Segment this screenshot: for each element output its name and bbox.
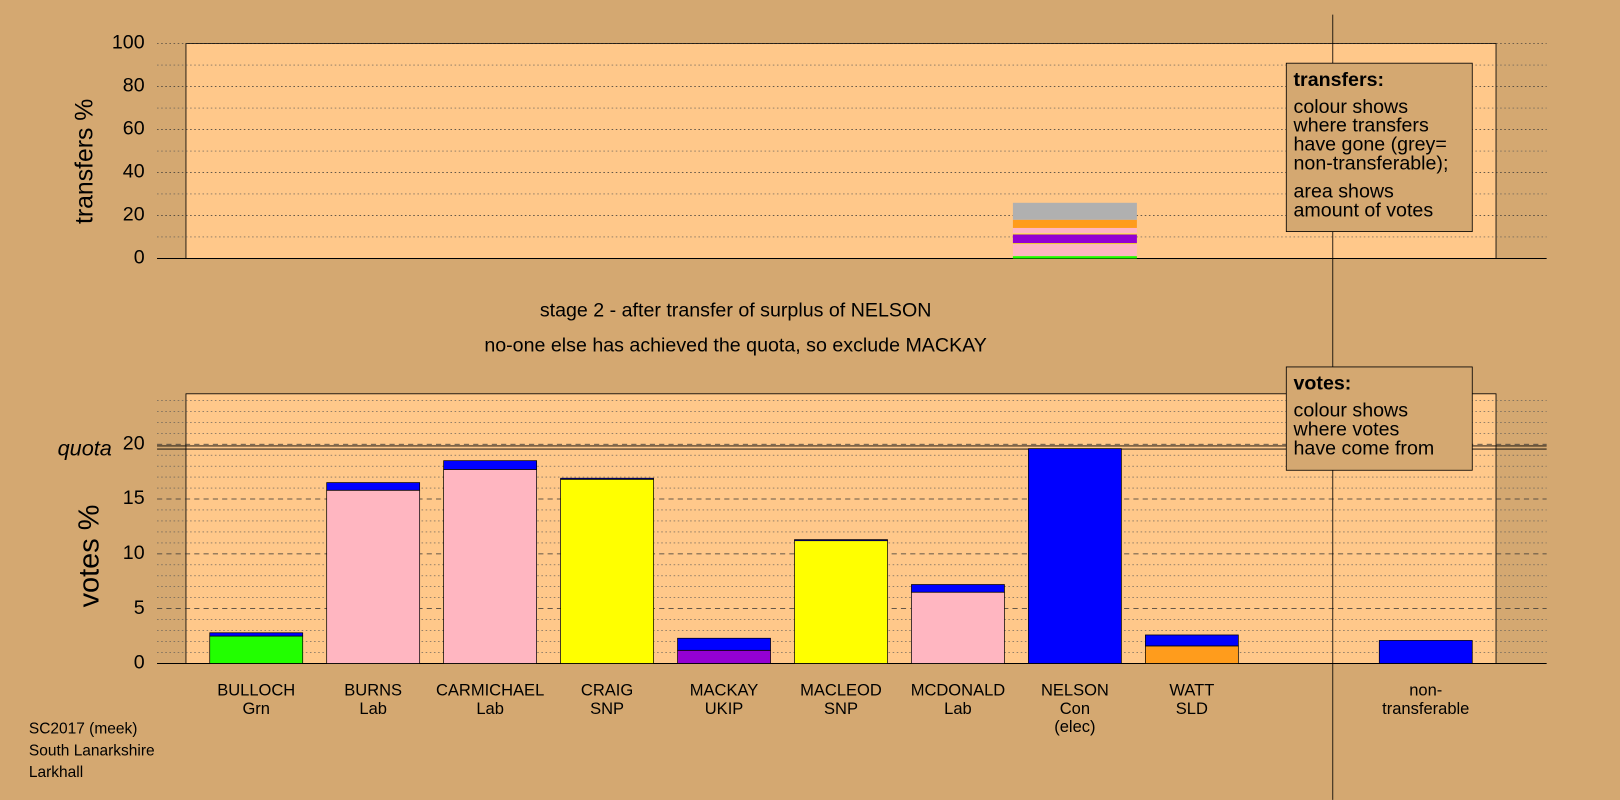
y-tick-label: 15 bbox=[123, 487, 145, 509]
y-tick-label: 20 bbox=[123, 204, 145, 226]
vote-segment bbox=[443, 469, 537, 664]
x-tick-label: SLD bbox=[1176, 699, 1208, 718]
y-tick-label: 20 bbox=[123, 432, 145, 454]
y-tick-label: 60 bbox=[123, 118, 145, 140]
footer-text: SC2017 (meek) bbox=[29, 721, 137, 738]
y-axis-label: transfers % bbox=[71, 99, 98, 224]
transfer-segment bbox=[1012, 202, 1137, 220]
vote-segment bbox=[443, 460, 537, 470]
x-tick-label: SNP bbox=[824, 699, 858, 718]
y-tick-label: 0 bbox=[134, 247, 145, 269]
subtitle: no-one else has achieved the quota, so e… bbox=[484, 334, 987, 356]
transfer-segment bbox=[1012, 233, 1137, 235]
x-tick-label: Lab bbox=[944, 699, 972, 718]
vote-segment bbox=[1378, 640, 1473, 664]
transfer-segment bbox=[1012, 250, 1137, 257]
y-tick-label: 0 bbox=[134, 652, 145, 674]
legend-text: amount of votes bbox=[1294, 200, 1434, 222]
legend-title: transfers: bbox=[1294, 69, 1385, 91]
vote-segment bbox=[1145, 645, 1239, 664]
transfer-segment bbox=[1012, 244, 1137, 251]
subtitle: stage 2 - after transfer of surplus of N… bbox=[540, 299, 932, 321]
x-tick-label: UKIP bbox=[705, 699, 744, 718]
x-tick-label: NELSON bbox=[1041, 681, 1109, 700]
vote-segment bbox=[1028, 448, 1122, 664]
vote-segment bbox=[326, 489, 421, 664]
transfer-segment bbox=[1012, 256, 1137, 259]
vote-segment bbox=[794, 540, 888, 664]
legend-box bbox=[1285, 366, 1473, 471]
vote-segment bbox=[677, 637, 771, 651]
legend-box bbox=[1285, 62, 1473, 233]
legend-text: where votes bbox=[1293, 418, 1400, 440]
x-tick-label: WATT bbox=[1169, 681, 1214, 700]
vote-segment bbox=[326, 482, 421, 491]
x-tick-label: MACLEOD bbox=[800, 681, 882, 700]
x-tick-label: transferable bbox=[1382, 699, 1469, 718]
transfer-segment bbox=[1012, 227, 1137, 234]
x-tick-label: Con bbox=[1060, 699, 1090, 718]
vote-segment bbox=[911, 591, 1005, 664]
vote-segment bbox=[209, 632, 304, 637]
x-tick-label: Grn bbox=[242, 699, 270, 718]
x-tick-label: SNP bbox=[590, 699, 624, 718]
y-tick-label: 80 bbox=[123, 75, 145, 97]
legend-text: non-transferable); bbox=[1294, 153, 1449, 175]
legend-title: votes: bbox=[1294, 373, 1352, 395]
x-tick-label: Lab bbox=[359, 699, 387, 718]
x-tick-label: BURNS bbox=[344, 681, 402, 700]
x-tick-label: non- bbox=[1409, 681, 1442, 700]
vote-segment bbox=[794, 539, 888, 542]
footer-text: South Lanarkshire bbox=[29, 742, 155, 759]
quota-label: quota bbox=[58, 435, 112, 460]
legend-text: colour shows bbox=[1294, 400, 1409, 422]
x-tick-label: (elec) bbox=[1054, 717, 1095, 736]
x-tick-label: Lab bbox=[476, 699, 504, 718]
vote-segment bbox=[209, 635, 304, 664]
x-tick-label: BULLOCH bbox=[217, 681, 295, 700]
legend-text: have gone (grey= bbox=[1294, 134, 1447, 156]
transfer-segment bbox=[1012, 219, 1137, 228]
vote-segment bbox=[677, 649, 771, 664]
vote-segment bbox=[911, 584, 1005, 593]
y-tick-label: 10 bbox=[123, 542, 145, 564]
x-tick-label: CARMICHAEL bbox=[436, 681, 544, 700]
legend-text: area shows bbox=[1294, 181, 1395, 203]
transfer-segment bbox=[1012, 234, 1137, 244]
y-tick-label: 5 bbox=[134, 597, 145, 619]
footer-text: Larkhall bbox=[29, 764, 83, 781]
transfer-segment bbox=[1012, 243, 1137, 245]
vote-segment bbox=[560, 477, 654, 480]
y-axis-label: votes % bbox=[74, 505, 106, 608]
legend-text: colour shows bbox=[1294, 96, 1409, 118]
y-tick-label: 40 bbox=[123, 161, 145, 183]
legend-text: where transfers bbox=[1293, 115, 1429, 137]
x-tick-label: MCDONALD bbox=[911, 681, 1006, 700]
vote-segment bbox=[560, 478, 654, 664]
legend-text: have come from bbox=[1294, 437, 1435, 459]
x-tick-label: CRAIG bbox=[581, 681, 633, 700]
y-tick-label: 100 bbox=[112, 32, 145, 54]
vote-segment bbox=[1145, 634, 1239, 647]
x-tick-label: MACKAY bbox=[690, 681, 759, 700]
